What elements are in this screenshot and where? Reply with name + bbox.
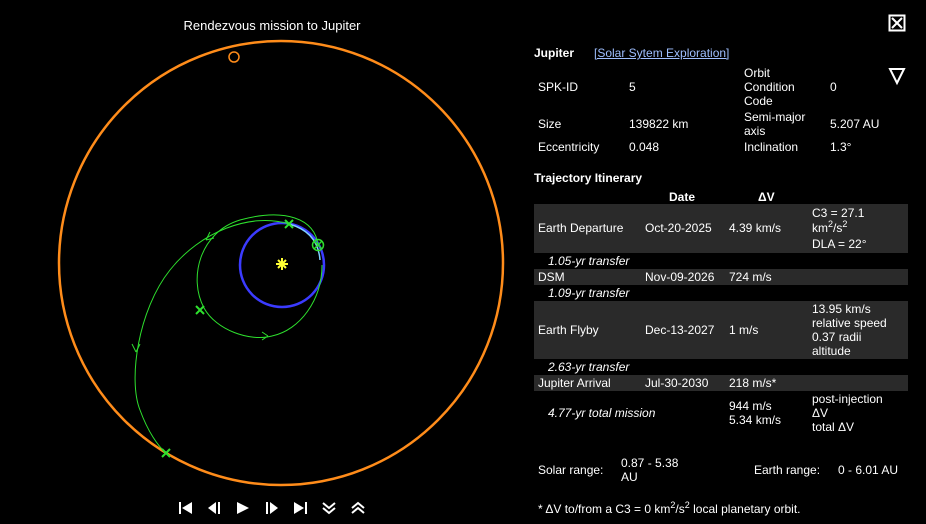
solar-range-value: 0.87 - 5.38 (621, 456, 679, 470)
itinerary-row-dsm: DSM Nov-09-2026 724 m/s (534, 269, 908, 285)
trajectory-inner-loop (196, 214, 319, 339)
earth-marker-cross (313, 240, 323, 250)
departure-dla: DLA = 22° (812, 237, 867, 251)
transfer-3: 2.63-yr transfer (548, 360, 630, 374)
step-forward-icon (266, 502, 278, 514)
sun-icon (276, 258, 288, 270)
arrival-dv: 218 m/s* (729, 376, 777, 390)
skip-to-start-icon (179, 502, 192, 514)
total-note-2: ΔV (812, 406, 829, 420)
jupiter-marker (228, 51, 240, 63)
trajectory-inner-arc (271, 264, 323, 337)
col-dv: ΔV (758, 190, 775, 204)
earth-orbit (238, 221, 326, 309)
jupiter-orbit (57, 39, 505, 487)
flyby-note-4: altitude (812, 344, 851, 358)
total-note-1: post-injection (812, 392, 883, 406)
step-back-icon (208, 502, 220, 514)
earth-marker (311, 238, 325, 252)
solar-range-label: Solar range: (538, 463, 604, 477)
inc-label: Inclination (744, 140, 799, 154)
trajectory-arrow-1 (205, 231, 215, 241)
spk-label: SPK-ID (538, 80, 579, 94)
solar-range-unit: AU (621, 470, 638, 484)
transfer-2: 1.09-yr transfer (548, 286, 630, 300)
body-name: Jupiter (534, 46, 575, 60)
double-chevron-up-icon (351, 501, 365, 514)
plot-title: Rendezvous mission to Jupiter (183, 18, 361, 33)
arrival-event: Jupiter Arrival (538, 376, 611, 390)
occ-label: Orbit Condition Code (744, 66, 795, 108)
arrival-date: Jul-30-2030 (645, 376, 709, 390)
dsm-event: DSM (538, 270, 565, 284)
ecc-label: Eccentricity (538, 140, 600, 154)
dsm-dv: 724 m/s (729, 270, 772, 284)
trajectory-arrow-2 (261, 331, 269, 341)
flyby-dv: 1 m/s (729, 323, 759, 337)
trajectory-outer-loop (134, 220, 290, 454)
itinerary-row-arrival: Jupiter Arrival Jul-30-2030 218 m/s* (534, 375, 908, 391)
spk-value: 5 (629, 80, 636, 94)
departure-date: Oct-20-2025 (645, 221, 712, 235)
departure-event: Earth Departure (538, 221, 624, 235)
sma-value: 5.207 AU (830, 117, 880, 131)
itinerary-row-departure: Earth Departure Oct-20-2025 4.39 km/s C3… (534, 204, 908, 253)
collapse-down-button[interactable] (320, 500, 338, 516)
inc-value: 1.3° (830, 140, 852, 154)
skip-to-end-button[interactable] (292, 500, 310, 516)
earth-range-value: 0 - 6.01 AU (838, 463, 899, 477)
play-button[interactable] (234, 500, 252, 516)
total-dv-1: 944 m/s (729, 399, 772, 413)
col-date: Date (669, 190, 696, 204)
flyby-event: Earth Flyby (538, 323, 599, 337)
step-back-button[interactable] (205, 500, 223, 516)
size-value: 139822 km (629, 117, 689, 131)
flyby-date: Dec-13-2027 (645, 323, 715, 337)
dsm-date: Nov-09-2026 (645, 270, 715, 284)
trajectory-arrow-3 (131, 343, 141, 353)
close-button[interactable] (888, 14, 908, 34)
itinerary-row-flyby: Earth Flyby Dec-13-2027 1 m/s 13.95 km/s… (534, 301, 908, 359)
total-dv-2: 5.34 km/s (729, 413, 782, 427)
flyby-note-1: 13.95 km/s (812, 302, 871, 316)
earth-range-label: Earth range: (754, 463, 821, 477)
step-forward-button[interactable] (263, 500, 281, 516)
skip-to-end-icon (294, 502, 307, 514)
flyby-note-2: relative speed (812, 316, 887, 330)
occ-value: 0 (830, 80, 837, 94)
double-chevron-down-icon (322, 502, 336, 515)
orbit-plot (57, 39, 505, 487)
flyby-note-3: 0.37 radii (812, 330, 862, 344)
event-marker-arrival (161, 448, 171, 458)
departure-c3-unit: km2/s2 (812, 219, 848, 236)
exploration-link[interactable]: [Solar Sytem Exploration] (594, 46, 730, 60)
size-label: Size (538, 117, 562, 131)
ecc-value: 0.048 (629, 140, 660, 154)
triangle-down-icon (888, 68, 906, 86)
footnote: * ΔV to/from a C3 = 0 km2/s2 local plane… (538, 500, 801, 517)
play-icon (237, 502, 249, 514)
itinerary-title: Trajectory Itinerary (534, 171, 643, 185)
total-note-3: total ΔV (812, 420, 855, 434)
expand-up-button[interactable] (349, 500, 367, 516)
departure-arc (288, 223, 321, 261)
event-marker-flyby (284, 219, 294, 229)
sma-label: Semi-major axis (744, 110, 806, 138)
departure-dv: 4.39 km/s (729, 221, 782, 235)
collapse-panel-button[interactable] (888, 66, 908, 86)
total-mission: 4.77-yr total mission (548, 406, 656, 420)
event-marker-dsm (195, 305, 205, 315)
close-icon (888, 14, 906, 32)
transfer-1: 1.05-yr transfer (548, 254, 630, 268)
skip-to-start-button[interactable] (176, 500, 194, 516)
departure-c3: C3 = 27.1 (812, 206, 865, 220)
